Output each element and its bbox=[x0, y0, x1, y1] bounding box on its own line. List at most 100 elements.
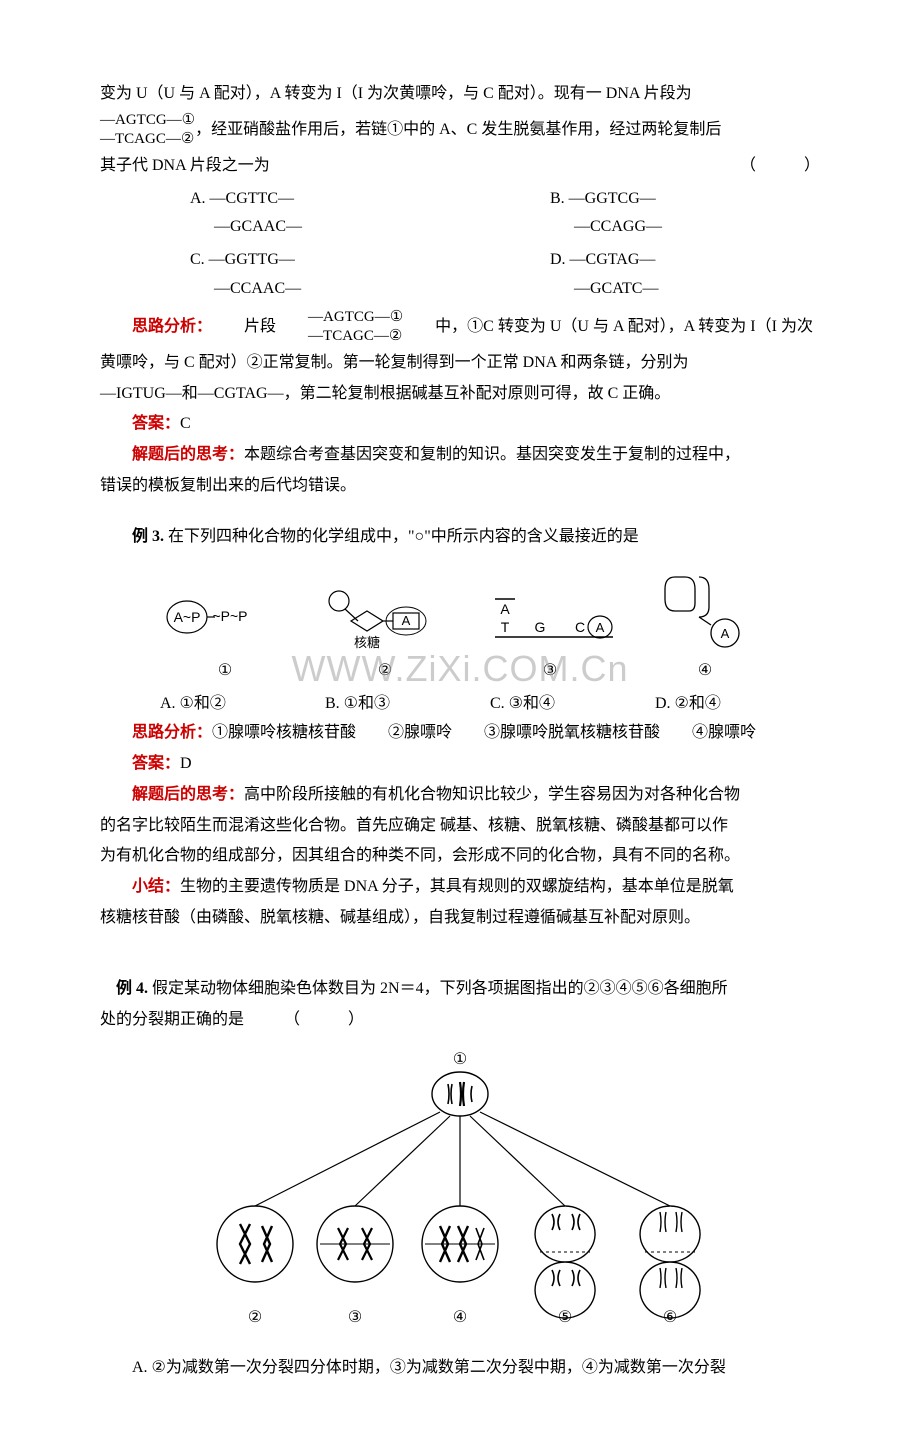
q2-after-stack: ，经亚硝酸盐作用后，若链①中的 A、C 发生脱氨基作用，经过两轮复制后 bbox=[195, 116, 721, 145]
svg-text:⑥: ⑥ bbox=[663, 1309, 677, 1326]
diagram-1-svg: A~P ~P~P bbox=[165, 587, 285, 657]
analysis-stack-bot: —TCAGC—② bbox=[276, 327, 403, 347]
q4-title-line1: 例 4. 假定某动物体细胞染色体数目为 2N＝4，下列各项据图指出的②③④⑤⑥各… bbox=[100, 975, 820, 1004]
diagram-2-svg: A 核糖 bbox=[325, 587, 445, 657]
svg-text:A~P: A~P bbox=[174, 609, 201, 625]
q2-block: 变为 U（U 与 A 配对），A 转变为 I（I 为次黄嘌呤，与 C 配对）。现… bbox=[100, 80, 820, 501]
svg-text:⑤: ⑤ bbox=[558, 1309, 572, 1326]
analysis-stack: —AGTCG—① —TCAGC—② bbox=[276, 308, 403, 347]
q3-summary-a: 生物的主要遗传物质是 DNA 分子，其具有规则的双螺旋结构，基本单位是脱氧 bbox=[180, 878, 734, 895]
q3-think-line3: 为有机化合物的组成部分，因其组合的种类不同，会形成不同的化合物，具有不同的名称。 bbox=[100, 842, 820, 871]
q3-think-line2: 的名字比较陌生而混淆这些化合物。首先应确定 碱基、核糖、脱氧核糖、磷酸基都可以作 bbox=[100, 812, 820, 841]
q3-analysis-text: ①腺嘌呤核糖核苷酸 ②腺嘌呤 ③腺嘌呤脱氧核糖核苷酸 ④腺嘌呤 bbox=[212, 724, 756, 741]
q4-title-a: 假定某动物体细胞染色体数目为 2N＝4，下列各项据图指出的②③④⑤⑥各细胞所 bbox=[152, 980, 728, 997]
q4-title-pre: 例 4. bbox=[116, 980, 152, 997]
opt-d: D. —CGTAG— —GCATC— bbox=[460, 246, 820, 304]
q3-opt-a: A. ①和② bbox=[160, 690, 325, 719]
q3-summary-label: 小结： bbox=[132, 878, 180, 895]
q2-analysis-line3: —IGTUG—和—CGTAG—，第二轮复制根据碱基互补配对原则可得，故 C 正确… bbox=[100, 380, 820, 409]
dna-bot: —TCAGC—② bbox=[100, 130, 195, 150]
think-label: 解题后的思考： bbox=[132, 446, 244, 463]
q3-answer: 答案：D bbox=[100, 750, 820, 779]
answer-label: 答案： bbox=[132, 415, 180, 432]
diagram-3-num: ③ bbox=[543, 657, 557, 686]
q3-answer-label: 答案： bbox=[132, 755, 180, 772]
q2-analysis-line2: 黄嘌呤，与 C 配对）②正常复制。第一轮复制得到一个正常 DNA 和两条链，分别… bbox=[100, 349, 820, 378]
q4-tree-svg: ① ② ③ bbox=[200, 1044, 720, 1344]
q3-think-line1: 解题后的思考：高中阶段所接触的有机化合物知识比较少，学生容易因为对各种化合物 bbox=[100, 781, 820, 810]
opt-b-top: B. —GGTCG— bbox=[550, 185, 820, 214]
q3-summary-line1: 小结：生物的主要遗传物质是 DNA 分子，其具有规则的双螺旋结构，基本单位是脱氧 bbox=[100, 873, 820, 902]
analysis-pre: 片段 bbox=[212, 313, 276, 342]
q4-block: 例 4. 假定某动物体细胞染色体数目为 2N＝4，下列各项据图指出的②③④⑤⑥各… bbox=[100, 975, 820, 1383]
diagram-4-num: ④ bbox=[698, 657, 712, 686]
q2-opts-row1: A. —CGTTC— —GCAAC— B. —GGTCG— —CCAGG— bbox=[100, 185, 820, 243]
svg-text:A: A bbox=[402, 613, 411, 628]
q3-block: 例 3. 在下列四种化合物的化学组成中，"○"中所示内容的含义最接近的是 WWW… bbox=[100, 523, 820, 933]
q3-summary-line2: 核糖核苷酸（由磷酸、脱氧核糖、碱基组成），自我复制过程遵循碱基互补配对原则。 bbox=[100, 904, 820, 933]
dna-top: —AGTCG—① bbox=[100, 111, 195, 131]
answer-value: C bbox=[180, 415, 191, 432]
svg-text:A: A bbox=[596, 620, 605, 635]
svg-text:~P~P: ~P~P bbox=[212, 608, 247, 624]
dna-fragment: —AGTCG—① —TCAGC—② bbox=[100, 111, 195, 150]
diagram-4-svg: A bbox=[655, 567, 755, 657]
q3-opt-b: B. ①和③ bbox=[325, 690, 490, 719]
q3-title: 例 3. 在下列四种化合物的化学组成中，"○"中所示内容的含义最接近的是 bbox=[100, 523, 820, 552]
opt-c-top: C. —GGTTG— bbox=[190, 246, 460, 275]
q2-answer: 答案：C bbox=[100, 410, 820, 439]
q2-think-line1: 解题后的思考：本题综合考查基因突变和复制的知识。基因突变发生于复制的过程中， bbox=[100, 441, 820, 470]
q3-opt-d: D. ②和④ bbox=[655, 690, 820, 719]
diagram-1-num: ① bbox=[218, 657, 232, 686]
svg-text:①: ① bbox=[453, 1051, 467, 1068]
opt-b-bot: —CCAGG— bbox=[550, 213, 820, 242]
q3-analysis-label: 思路分析： bbox=[132, 724, 212, 741]
q2-paren: （ ） bbox=[740, 152, 820, 181]
svg-text:②: ② bbox=[248, 1309, 262, 1326]
q4-tree: ① ② ③ bbox=[100, 1044, 820, 1344]
diagram-2-num: ② bbox=[378, 657, 392, 686]
q2-line1: 变为 U（U 与 A 配对），A 转变为 I（I 为次黄嘌呤，与 C 配对）。现… bbox=[100, 80, 820, 109]
opt-c-bot: —CCAAC— bbox=[190, 275, 460, 304]
q3-analysis: 思路分析：①腺嘌呤核糖核苷酸 ②腺嘌呤 ③腺嘌呤脱氧核糖核苷酸 ④腺嘌呤 bbox=[100, 719, 820, 748]
think-text-a: 本题综合考查基因突变和复制的知识。基因突变发生于复制的过程中， bbox=[244, 446, 740, 463]
diagram-2-caption: 核糖 bbox=[354, 635, 380, 650]
opt-a-top: A. —CGTTC— bbox=[190, 185, 460, 214]
analysis-label: 思路分析： bbox=[100, 313, 212, 342]
opt-a-bot: —GCAAC— bbox=[190, 213, 460, 242]
analysis-stack-top: —AGTCG—① bbox=[276, 308, 403, 328]
q3-title-text: 在下列四种化合物的化学组成中，"○"中所示内容的含义最接近的是 bbox=[168, 528, 639, 545]
q2-line3: 其子代 DNA 片段之一为 bbox=[100, 152, 270, 181]
diagram-3: A T G C A ③ bbox=[485, 587, 615, 686]
q4-opt-a: A. ②为减数第一次分裂四分体时期，③为减数第二次分裂中期，④为减数第一次分裂 bbox=[100, 1354, 820, 1383]
q2-opts-row2: C. —GGTTG— —CCAAC— D. —CGTAG— —GCATC— bbox=[100, 246, 820, 304]
opt-a: A. —CGTTC— —GCAAC— bbox=[100, 185, 460, 243]
diagram-1: A~P ~P~P ① bbox=[165, 587, 285, 686]
q3-diagram-row: WWW.ZiXi.COM.Cn A~P ~P~P ① A 核糖 bbox=[100, 567, 820, 686]
svg-text:④: ④ bbox=[453, 1309, 467, 1326]
opt-b: B. —GGTCG— —CCAGG— bbox=[460, 185, 820, 243]
opt-d-bot: —GCATC— bbox=[550, 275, 820, 304]
q2-line3-wrap: 其子代 DNA 片段之一为 （ ） bbox=[100, 152, 820, 181]
q3-answer-val: D bbox=[180, 755, 192, 772]
svg-text:G: G bbox=[535, 619, 546, 635]
q3-think-a: 高中阶段所接触的有机化合物知识比较少，学生容易因为对各种化合物 bbox=[244, 786, 740, 803]
q2-analysis-line1: 思路分析： 片段 —AGTCG—① —TCAGC—② 中，①C 转变为 U（U … bbox=[100, 308, 820, 347]
q3-title-pre: 例 3. bbox=[132, 528, 168, 545]
q2-line2-wrap: —AGTCG—① —TCAGC—② ，经亚硝酸盐作用后，若链①中的 A、C 发生… bbox=[100, 111, 820, 150]
diagram-3-svg: A T G C A bbox=[485, 587, 615, 657]
svg-text:A: A bbox=[721, 626, 730, 641]
svg-text:C: C bbox=[575, 619, 585, 635]
q3-opts: A. ①和② B. ①和③ C. ③和④ D. ②和④ bbox=[100, 690, 820, 719]
svg-text:③: ③ bbox=[348, 1309, 362, 1326]
q3-opt-c: C. ③和④ bbox=[490, 690, 655, 719]
opt-d-top: D. —CGTAG— bbox=[550, 246, 820, 275]
diagram-2: A 核糖 ② bbox=[325, 587, 445, 686]
q2-think-line2: 错误的模板复制出来的后代均错误。 bbox=[100, 472, 820, 501]
analysis-after: 中，①C 转变为 U（U 与 A 配对），A 转变为 I（I 为次 bbox=[403, 313, 813, 342]
opt-c: C. —GGTTG— —CCAAC— bbox=[100, 246, 460, 304]
svg-text:A: A bbox=[500, 601, 510, 617]
svg-text:T: T bbox=[501, 619, 510, 635]
q4-title-line2: 处的分裂期正确的是 （ ） bbox=[100, 1006, 820, 1035]
diagram-4: A ④ bbox=[655, 567, 755, 686]
